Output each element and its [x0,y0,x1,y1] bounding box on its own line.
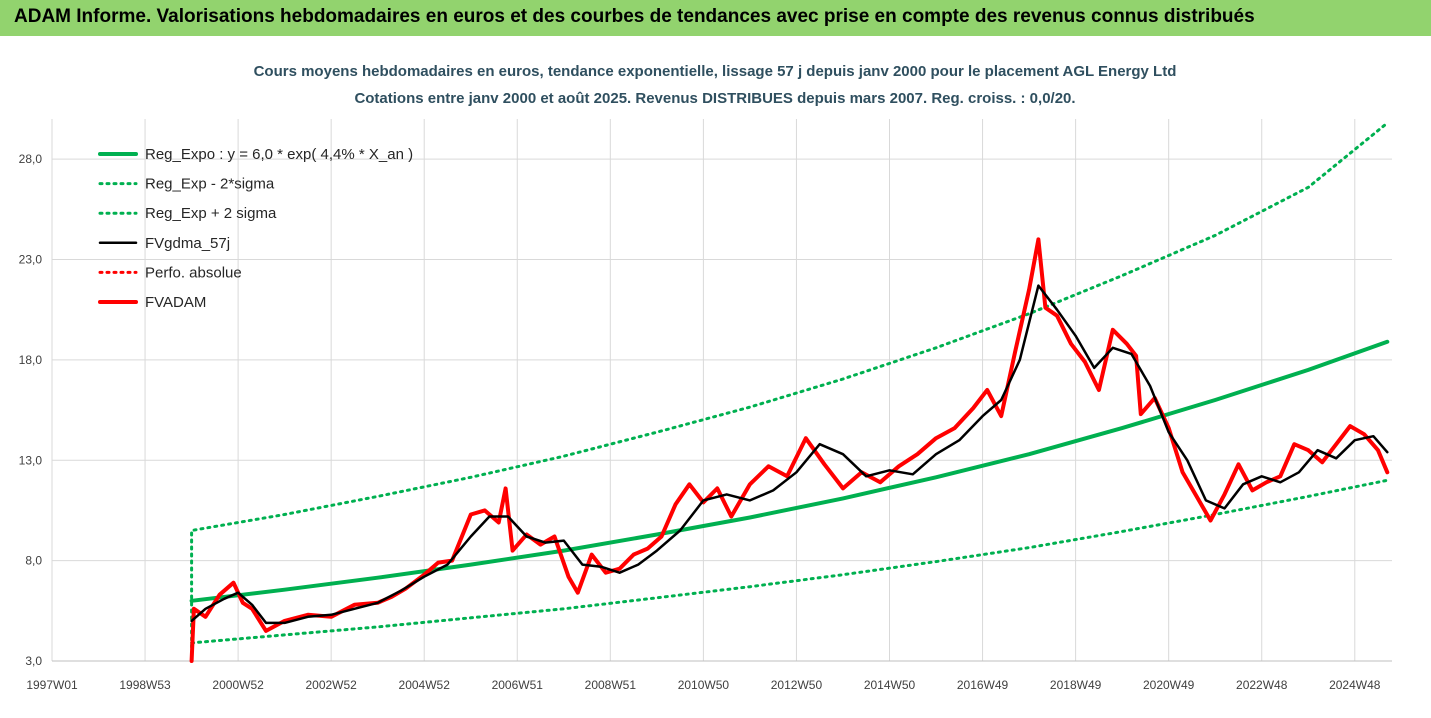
series-line-3 [190,284,1389,625]
x-tick-label: 1997W01 [26,678,78,692]
series-layer [189,121,1390,663]
x-tick-label: 1998W53 [119,678,171,692]
legend-label: Perfo. absolue [145,264,242,281]
y-tick-label: 13,0 [19,453,43,467]
x-tick-label: 2022W48 [1236,678,1288,692]
x-tick-label: 2012W50 [771,678,823,692]
legend-label: Reg_Expo : y = 6,0 * exp( 4,4% * X_an ) [145,146,413,163]
legend-label: FVADAM [145,294,206,311]
x-tick-label: 2018W49 [1050,678,1102,692]
x-tick-label: 2024W48 [1329,678,1381,692]
chart-subtitle: Cotations entre janv 2000 et août 2025. … [354,90,1075,107]
x-tick-label: 2014W50 [864,678,916,692]
x-tick-label: 2006W51 [492,678,544,692]
axes: 3,0 8,0 13,0 18,0 23,0 28,0 1997W01 1998W53 2000… [19,152,1392,692]
y-tick-label: 23,0 [19,253,43,267]
legend: Reg_Expo : y = 6,0 * exp( 4,4% * X_an ) R… [98,146,413,311]
x-tick-label: 2010W50 [678,678,730,692]
series-line-1 [190,478,1389,645]
x-tick-label: 2016W49 [957,678,1009,692]
banner: ADAM Informe. Valorisations hebdomadaire… [0,0,1431,36]
y-tick-label: 28,0 [19,152,43,166]
y-tick-label: 3,0 [25,654,42,668]
y-tick-label: 8,0 [25,554,42,568]
y-tick-label: 18,0 [19,353,43,367]
chart: Cours moyens hebdomadaires en euros, ten… [0,36,1431,718]
x-tick-label: 2002W52 [305,678,357,692]
x-tick-label: 2000W52 [212,678,264,692]
banner-title: ADAM Informe. Valorisations hebdomadaire… [14,6,1255,27]
legend-label: Reg_Exp - 2*sigma [145,176,275,193]
series-line-0 [189,339,1390,603]
series-line-2 [190,121,1389,663]
x-tick-label: 2020W49 [1143,678,1195,692]
chart-title: Cours moyens hebdomadaires en euros, ten… [254,63,1177,80]
chart-background [0,36,1431,718]
legend-label: Reg_Exp + 2 sigma [145,205,277,222]
x-tick-label: 2008W51 [585,678,637,692]
legend-label: FVgdma_57j [145,235,230,252]
x-tick-label: 2004W52 [399,678,451,692]
